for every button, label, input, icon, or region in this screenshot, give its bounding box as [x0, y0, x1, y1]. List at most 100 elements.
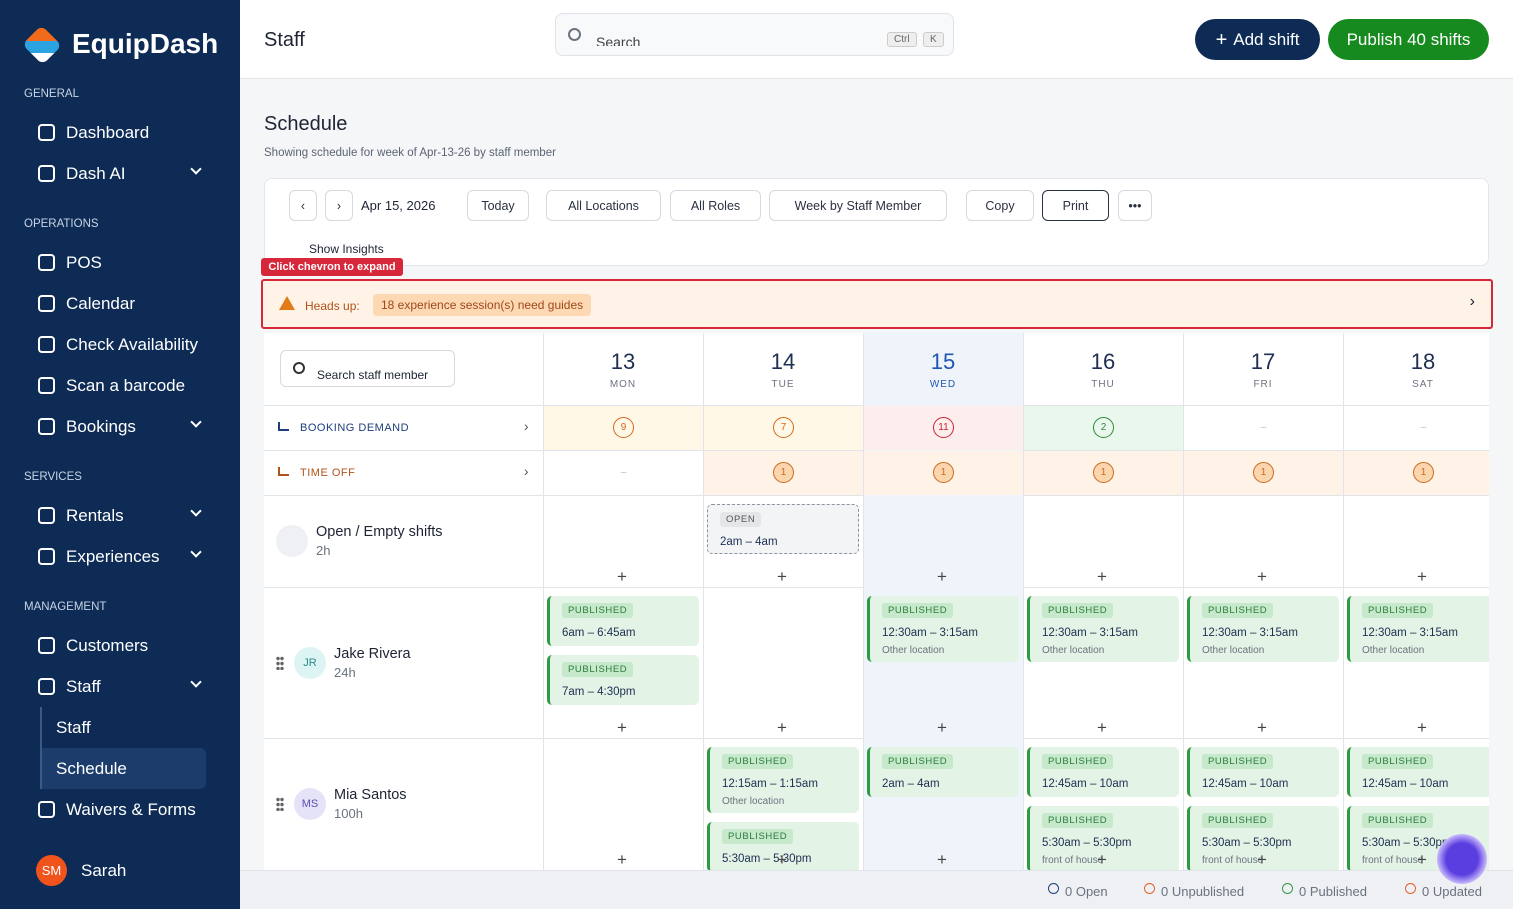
nav-item[interactable]: Rentals	[0, 495, 240, 536]
section-heading: GENERAL	[24, 88, 79, 100]
shift-card[interactable]: PUBLISHED 12:30am – 3:15am Other location	[1347, 596, 1489, 662]
empty-value: –	[620, 467, 627, 478]
nav-item[interactable]: Check Availability	[0, 324, 240, 365]
toolbar: ‹ › Apr 15, 2026 Today All Locations All Role…	[264, 178, 1489, 266]
print-button[interactable]: Print	[1042, 190, 1109, 221]
status-badge: PUBLISHED	[1042, 754, 1114, 769]
nav-item[interactable]: Experiences	[0, 536, 240, 577]
nav-item[interactable]: Scan a barcode	[0, 365, 240, 406]
add-shift-plus[interactable]: +	[1097, 850, 1107, 869]
add-shift-plus[interactable]: +	[1097, 567, 1107, 586]
add-shift-plus[interactable]: +	[937, 718, 947, 737]
view-dropdown[interactable]: Week by Staff Member	[769, 190, 947, 221]
today-button[interactable]: Today	[467, 190, 529, 221]
add-shift-plus[interactable]: +	[1417, 718, 1427, 737]
staff-search[interactable]: Search staff member	[280, 350, 455, 387]
shift-card[interactable]: PUBLISHED 5:30am – 5:30pm front of house	[1027, 806, 1179, 870]
row-label[interactable]: TIME OFF ›	[278, 450, 543, 495]
show-insights[interactable]: Show Insights	[309, 242, 384, 256]
chevron	[190, 505, 202, 517]
drag-handle[interactable]	[276, 797, 284, 811]
sub-nav-item[interactable]: Schedule	[40, 748, 206, 789]
nav-label: Dash AI	[66, 163, 126, 183]
shift-card[interactable]: PUBLISHED 12:30am – 3:15am Other location	[1187, 596, 1339, 662]
day-number: 13	[610, 349, 636, 374]
chevron	[190, 163, 202, 175]
shift-time: 6am – 6:45am	[562, 627, 636, 639]
nav-item[interactable]: Bookings	[0, 406, 240, 447]
shift-cell: PUBLISHED 12:45am – 10am PUBLISHED 5:30am –…	[1187, 747, 1339, 870]
sub-nav-item[interactable]: Staff	[40, 707, 206, 748]
shift-cell: PUBLISHED 12:15am – 1:15am Other location P…	[707, 747, 859, 870]
add-shift-plus[interactable]: +	[1257, 850, 1267, 869]
status-footer: 0 Open 0 Unpublished 0 Published 0 Updated	[240, 870, 1513, 909]
add-shift-button[interactable]: + Add shift	[1195, 19, 1320, 60]
shift-card[interactable]: PUBLISHED 6am – 6:45am	[547, 596, 699, 646]
nav-item[interactable]: Calendar	[0, 283, 240, 324]
nav-item[interactable]: Dash AI	[0, 153, 240, 194]
assistant-fab[interactable]	[1437, 834, 1487, 884]
shift-card[interactable]: PUBLISHED 2am – 4am	[867, 747, 1019, 797]
shift-card[interactable]: PUBLISHED 12:45am – 10am	[1027, 747, 1179, 797]
nav-label: Dashboard	[66, 122, 150, 142]
shift-time: 12:45am – 10am	[1362, 778, 1449, 790]
search[interactable]: Search Ctrl K	[555, 13, 954, 56]
add-shift-plus[interactable]: +	[617, 718, 627, 737]
drag-handle[interactable]	[276, 655, 284, 670]
next-button[interactable]: ›	[325, 190, 353, 221]
nav-label: Staff	[66, 676, 101, 696]
user[interactable]: SM Sarah	[36, 855, 126, 886]
day-number: 18	[1410, 349, 1436, 374]
status-badge: OPEN	[720, 512, 762, 527]
nav-item[interactable]: Waivers & Forms	[0, 789, 240, 830]
staff-hours: 2h	[316, 543, 331, 558]
add-shift-plus[interactable]: +	[617, 567, 627, 586]
add-shift-plus[interactable]: +	[937, 850, 947, 869]
expand-chevron: ›	[523, 463, 529, 479]
shift-card[interactable]: PUBLISHED 12:45am – 10am	[1187, 747, 1339, 797]
add-shift-plus[interactable]: +	[777, 850, 787, 869]
add-shift-plus[interactable]: +	[1257, 718, 1267, 737]
nav-item[interactable]: Customers	[0, 625, 240, 666]
nav-label: Experiences	[66, 546, 160, 566]
prev-button[interactable]: ‹	[289, 190, 317, 221]
alert[interactable]: Heads up: 18 experience session(s) need g…	[261, 279, 1493, 329]
shift-card[interactable]: PUBLISHED 5:30am – 5:30pm	[707, 822, 859, 870]
day-name: WED	[929, 379, 957, 390]
shift-cell: OPEN 2am – 4am	[707, 504, 859, 554]
tooltip: Click chevron to expand	[261, 258, 403, 276]
add-shift-plus[interactable]: +	[1417, 850, 1427, 869]
status-badge: PUBLISHED	[1202, 603, 1274, 618]
add-shift-plus[interactable]: +	[777, 718, 787, 737]
nav-icon	[38, 336, 55, 353]
nav-label: Scan a barcode	[66, 375, 186, 395]
more-button[interactable]: •••	[1118, 190, 1152, 221]
shift-location: Other location	[1202, 645, 1265, 656]
nav-label: Bookings	[66, 416, 136, 436]
shift-card[interactable]: PUBLISHED 5:30am – 5:30pm front of house	[1187, 806, 1339, 870]
add-shift-plus[interactable]: +	[1417, 567, 1427, 586]
add-shift-plus[interactable]: +	[1257, 567, 1267, 586]
add-shift-plus[interactable]: +	[617, 850, 627, 869]
row-label[interactable]: BOOKING DEMAND ›	[278, 405, 543, 450]
shift-card[interactable]: PUBLISHED 12:15am – 1:15am Other location	[707, 747, 859, 813]
roles-dropdown[interactable]: All Roles	[670, 190, 761, 221]
add-shift-plus[interactable]: +	[937, 567, 947, 586]
legend-label: 0 Open	[1065, 884, 1108, 899]
shift-card[interactable]: PUBLISHED 12:45am – 10am	[1347, 747, 1489, 797]
shift-card[interactable]: PUBLISHED 7am – 4:30pm	[547, 655, 699, 705]
shift-card[interactable]: OPEN 2am – 4am	[707, 504, 859, 554]
shift-card[interactable]: PUBLISHED 12:30am – 3:15am Other location	[1027, 596, 1179, 662]
copy-button[interactable]: Copy	[966, 190, 1034, 221]
legend-label: 0 Updated	[1422, 884, 1482, 899]
shift-time: 12:45am – 10am	[1202, 778, 1289, 790]
locations-dropdown[interactable]: All Locations	[546, 190, 661, 221]
publish-button[interactable]: Publish 40 shifts	[1328, 19, 1489, 60]
nav-item[interactable]: Dashboard	[0, 112, 240, 153]
add-shift-plus[interactable]: +	[777, 567, 787, 586]
nav-item[interactable]: POS	[0, 242, 240, 283]
user-name: Sarah	[81, 860, 127, 880]
nav-item[interactable]: Staff	[0, 666, 240, 707]
add-shift-plus[interactable]: +	[1097, 718, 1107, 737]
shift-card[interactable]: PUBLISHED 12:30am – 3:15am Other location	[867, 596, 1019, 662]
